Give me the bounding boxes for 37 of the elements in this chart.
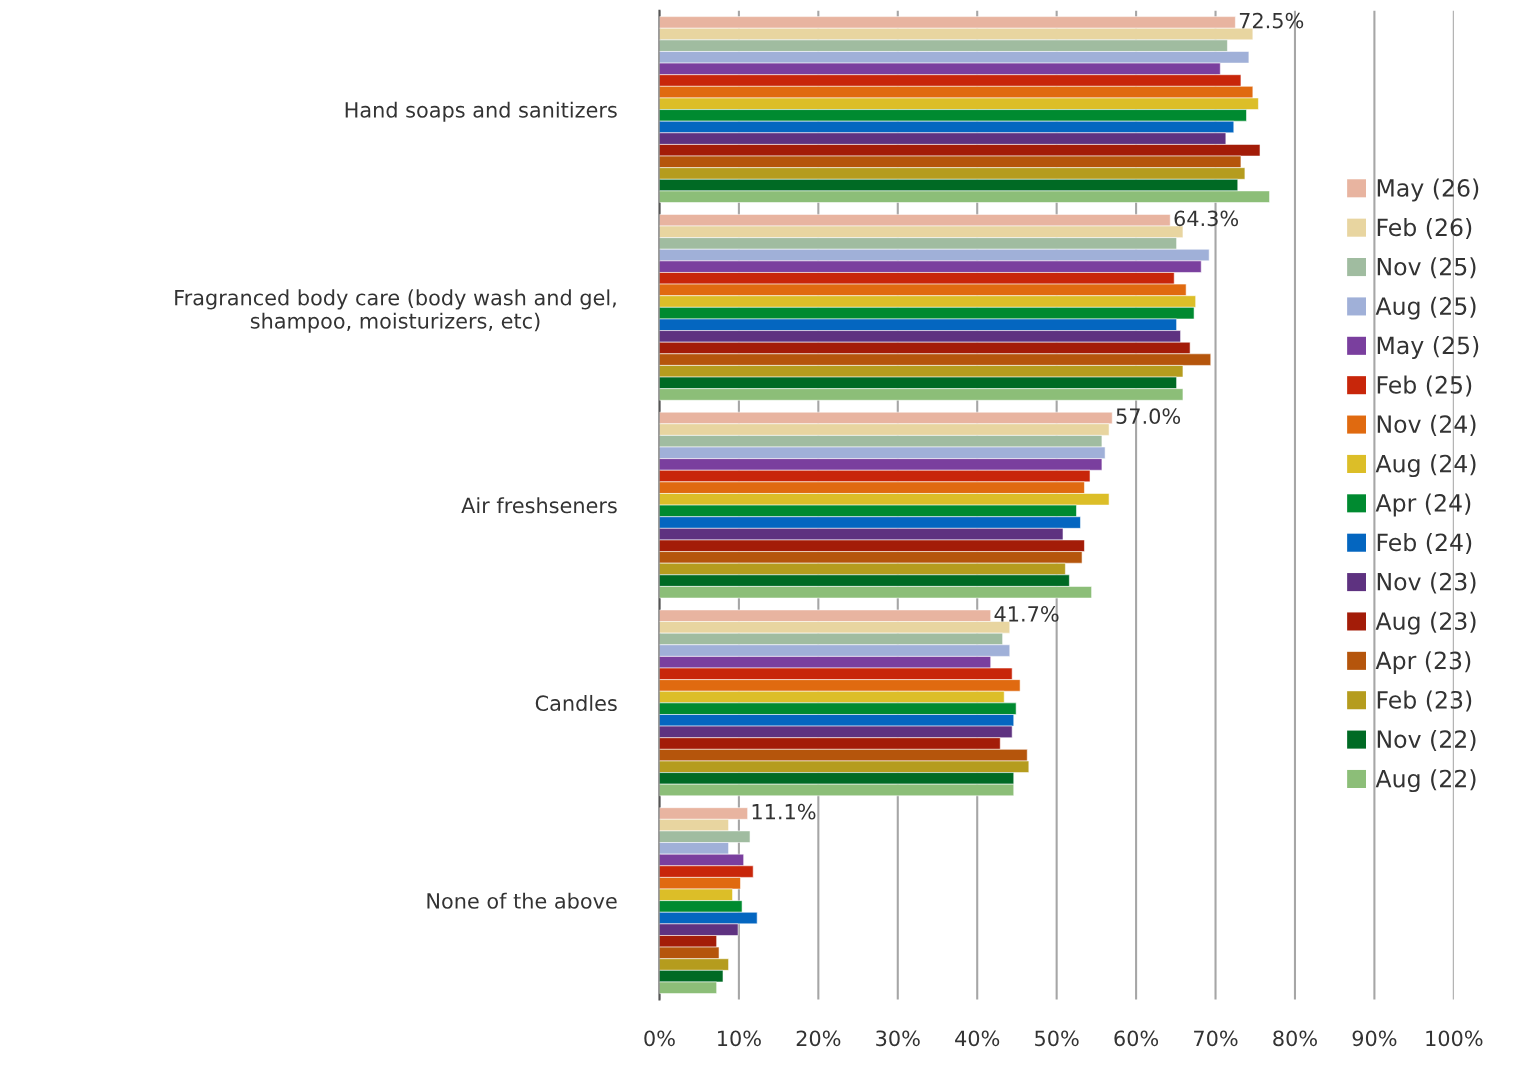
x-tick-label: 10% xyxy=(718,1030,761,1047)
x-tick-label: 70% xyxy=(1194,1030,1238,1047)
data-label: 64.3% xyxy=(1174,210,1239,227)
x-tick-label: 100% xyxy=(1426,1030,1483,1047)
legend-label: Aug (24) xyxy=(1375,454,1476,478)
legend-label: Feb (24) xyxy=(1377,532,1472,555)
x-tick-label: 20% xyxy=(796,1030,841,1047)
x-tick-label: 30% xyxy=(876,1030,920,1047)
x-tick-label: 50% xyxy=(1035,1030,1079,1047)
legend-label: Aug (25) xyxy=(1375,296,1476,320)
data-label: 57.0% xyxy=(1116,408,1181,425)
legend-label: Feb (23) xyxy=(1377,690,1472,712)
y-tick-label: Fragranced body care (body wash and gel, shampoo, moisturizers, etc) xyxy=(175,289,616,333)
legend-label: May (25) xyxy=(1377,336,1479,359)
data-label: 11.1% xyxy=(752,803,816,820)
x-tick-label: 80% xyxy=(1273,1030,1317,1047)
legend-label: Aug (22) xyxy=(1375,769,1476,793)
legend-label: May (26) xyxy=(1377,178,1479,202)
y-tick-label: Candles xyxy=(535,694,617,712)
legend-label: Nov (24) xyxy=(1377,414,1476,436)
legend-label: Nov (22) xyxy=(1377,729,1476,751)
y-tick-label: Hand soaps and sanitizers xyxy=(345,101,617,122)
legend-label: Apr (23) xyxy=(1375,651,1471,674)
y-tick-label: None of the above xyxy=(427,892,617,909)
legend-label: Nov (23) xyxy=(1377,572,1476,594)
x-tick-label: 60% xyxy=(1114,1030,1159,1047)
legend-label: Apr (24) xyxy=(1375,493,1471,517)
x-tick-label: 90% xyxy=(1352,1030,1397,1047)
legend-label: Aug (23) xyxy=(1375,611,1476,635)
data-label: 41.7% xyxy=(994,606,1059,622)
data-label: 72.5% xyxy=(1239,12,1304,29)
legend-label: Feb (26) xyxy=(1377,217,1472,239)
legend-label: Feb (25) xyxy=(1377,375,1472,397)
x-tick-label: 0% xyxy=(644,1030,675,1047)
legend-label: Nov (25) xyxy=(1377,257,1476,279)
x-tick-label: 40% xyxy=(955,1030,1000,1047)
y-tick-label: Air freshseners xyxy=(461,497,617,514)
